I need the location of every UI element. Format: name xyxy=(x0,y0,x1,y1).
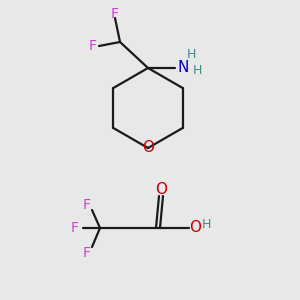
Text: O: O xyxy=(142,140,154,155)
Text: F: F xyxy=(83,246,91,260)
Text: F: F xyxy=(111,7,119,21)
Text: N: N xyxy=(177,61,189,76)
Text: H: H xyxy=(192,64,202,76)
Text: H: H xyxy=(186,47,196,61)
Text: F: F xyxy=(71,221,79,235)
Text: F: F xyxy=(89,39,97,53)
Text: O: O xyxy=(189,220,201,236)
Text: H: H xyxy=(201,218,211,230)
Text: F: F xyxy=(83,198,91,212)
Text: O: O xyxy=(155,182,167,196)
